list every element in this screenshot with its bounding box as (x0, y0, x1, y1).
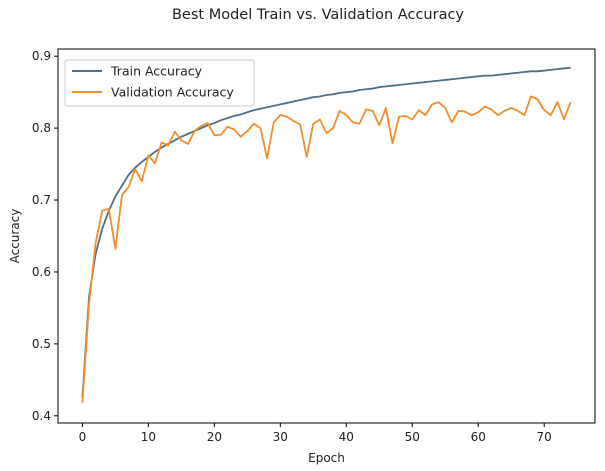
legend: Train Accuracy Validation Accuracy (64, 59, 255, 107)
x-tick-label: 20 (207, 430, 222, 444)
plot-area (57, 48, 596, 424)
y-tick-label: 0.5 (32, 337, 51, 351)
legend-label-train: Train Accuracy (110, 64, 203, 79)
x-tick-label: 70 (537, 430, 552, 444)
y-tick-label: 0.4 (32, 409, 51, 423)
x-tick-label: 10 (141, 430, 156, 444)
train-accuracy-line (81, 66, 571, 398)
x-axis-label: Epoch (308, 451, 345, 465)
x-tick-label: 40 (339, 430, 354, 444)
plot-frame (57, 48, 596, 424)
y-axis: 0.4 0.5 0.6 0.7 0.8 0.9 (32, 49, 58, 423)
x-tick-label: 60 (471, 430, 486, 444)
y-tick-label: 0.9 (32, 49, 51, 63)
x-axis: 0 10 20 30 40 50 60 70 (79, 423, 552, 444)
y-axis-label: Accuracy (8, 209, 22, 264)
x-tick-label: 30 (273, 430, 288, 444)
validation-accuracy-line (81, 95, 572, 403)
series-layer (81, 66, 572, 403)
x-tick-label: 0 (79, 430, 87, 444)
x-tick-label: 50 (405, 430, 420, 444)
legend-box (64, 59, 255, 107)
legend-label-validation: Validation Accuracy (111, 85, 234, 100)
chart-title: Best Model Train vs. Validation Accuracy (172, 7, 464, 23)
y-tick-label: 0.6 (32, 265, 51, 279)
y-tick-label: 0.7 (32, 193, 51, 207)
y-tick-label: 0.8 (32, 121, 51, 135)
